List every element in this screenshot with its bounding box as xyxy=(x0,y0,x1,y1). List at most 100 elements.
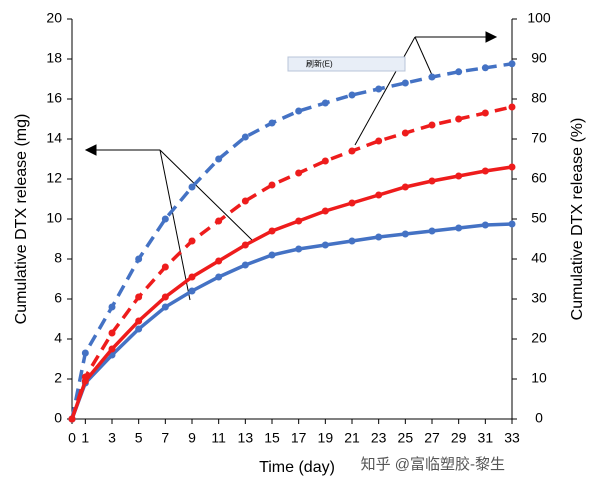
x-tick-label: 13 xyxy=(238,430,254,446)
data-point xyxy=(455,224,463,232)
x-tick-label: 29 xyxy=(451,430,467,446)
y-tick-label: 4 xyxy=(54,330,62,346)
data-point xyxy=(215,155,223,163)
y-tick-label: 20 xyxy=(46,10,62,26)
x-tick-label: 9 xyxy=(188,430,196,446)
series-line xyxy=(70,222,513,420)
y-tick-label: 12 xyxy=(46,170,62,186)
data-point xyxy=(455,115,463,123)
data-point xyxy=(241,133,249,141)
data-point xyxy=(135,293,143,301)
data-point xyxy=(428,227,436,235)
y-tick-label: 6 xyxy=(54,290,62,306)
data-point xyxy=(375,85,383,93)
data-point xyxy=(321,99,329,107)
data-point xyxy=(215,217,223,225)
data-point xyxy=(135,255,143,263)
y-tick-label: 10 xyxy=(46,210,62,226)
y2-tick-label: 60 xyxy=(531,170,547,186)
series-line xyxy=(70,165,513,420)
data-point xyxy=(481,64,489,72)
data-point xyxy=(375,191,383,199)
x-tick-label: 23 xyxy=(371,430,387,446)
data-point xyxy=(188,273,196,281)
y2-tick-label: 30 xyxy=(531,290,547,306)
data-point xyxy=(508,163,516,171)
data-point xyxy=(295,217,303,225)
data-point xyxy=(401,129,409,137)
y-tick-label: 0 xyxy=(54,410,62,426)
data-point xyxy=(268,181,276,189)
data-point xyxy=(508,60,516,68)
data-point xyxy=(321,207,329,215)
data-point xyxy=(481,109,489,117)
watermark: 知乎 @富临塑胶-黎生 xyxy=(361,455,505,473)
y-axis-title: Cumulative DTX release (mg) xyxy=(13,114,30,325)
x-axis-title: Time (day) xyxy=(259,459,335,476)
y-tick-label: 18 xyxy=(46,50,62,66)
tooltip: 刷新(E) xyxy=(306,59,333,69)
data-point xyxy=(348,237,356,245)
y-tick-label: 16 xyxy=(46,90,62,106)
y2-tick-label: 10 xyxy=(531,370,547,386)
series-line xyxy=(70,105,513,420)
data-point xyxy=(375,233,383,241)
data-point xyxy=(295,169,303,177)
data-point xyxy=(295,107,303,115)
data-point xyxy=(81,373,89,381)
y2-tick-label: 70 xyxy=(531,130,547,146)
data-point xyxy=(295,245,303,253)
x-tick-label: 19 xyxy=(318,430,334,446)
y2-axis-title: Cumulative DTX release (%) xyxy=(569,118,586,321)
data-point xyxy=(161,303,169,311)
data-point xyxy=(135,317,143,325)
data-point xyxy=(455,172,463,180)
data-point xyxy=(348,199,356,207)
y2-tick-label: 20 xyxy=(531,330,547,346)
annotation-arrows xyxy=(84,31,498,301)
data-point xyxy=(241,197,249,205)
data-point xyxy=(108,303,116,311)
y2-tick-label: 80 xyxy=(531,90,547,106)
data-point xyxy=(321,241,329,249)
data-point xyxy=(188,287,196,295)
y-tick-label: 8 xyxy=(54,250,62,266)
data-point xyxy=(481,167,489,175)
data-point xyxy=(401,230,409,238)
data-point xyxy=(401,183,409,191)
x-tick-label: 33 xyxy=(504,430,520,446)
data-point xyxy=(108,329,116,337)
data-point xyxy=(215,273,223,281)
tooltip-box xyxy=(287,56,406,72)
data-point xyxy=(375,137,383,145)
x-tick-label: 1 xyxy=(81,430,89,446)
x-tick-label: 7 xyxy=(161,430,169,446)
x-tick-label: 21 xyxy=(344,430,360,446)
data-point xyxy=(68,415,76,423)
x-tick-label: 17 xyxy=(291,430,307,446)
x-tick-label: 27 xyxy=(424,430,440,446)
data-point xyxy=(161,293,169,301)
series-line xyxy=(70,62,513,420)
x-tick-label: 3 xyxy=(108,430,116,446)
data-point xyxy=(428,73,436,81)
data-point xyxy=(188,237,196,245)
data-point xyxy=(428,121,436,129)
y2-tick-label: 40 xyxy=(531,250,547,266)
x-tick-label: 0 xyxy=(68,430,76,446)
y-tick-label: 14 xyxy=(46,130,62,146)
data-point xyxy=(268,227,276,235)
data-point xyxy=(401,79,409,87)
data-point xyxy=(161,215,169,223)
x-tick-label: 31 xyxy=(478,430,494,446)
data-point xyxy=(348,91,356,99)
data-point xyxy=(108,345,116,353)
data-point xyxy=(161,263,169,271)
data-point xyxy=(455,68,463,76)
data-point xyxy=(321,157,329,165)
data-point xyxy=(481,221,489,229)
y2-tick-label: 100 xyxy=(527,10,551,26)
data-point xyxy=(508,103,516,111)
data-point xyxy=(268,251,276,259)
